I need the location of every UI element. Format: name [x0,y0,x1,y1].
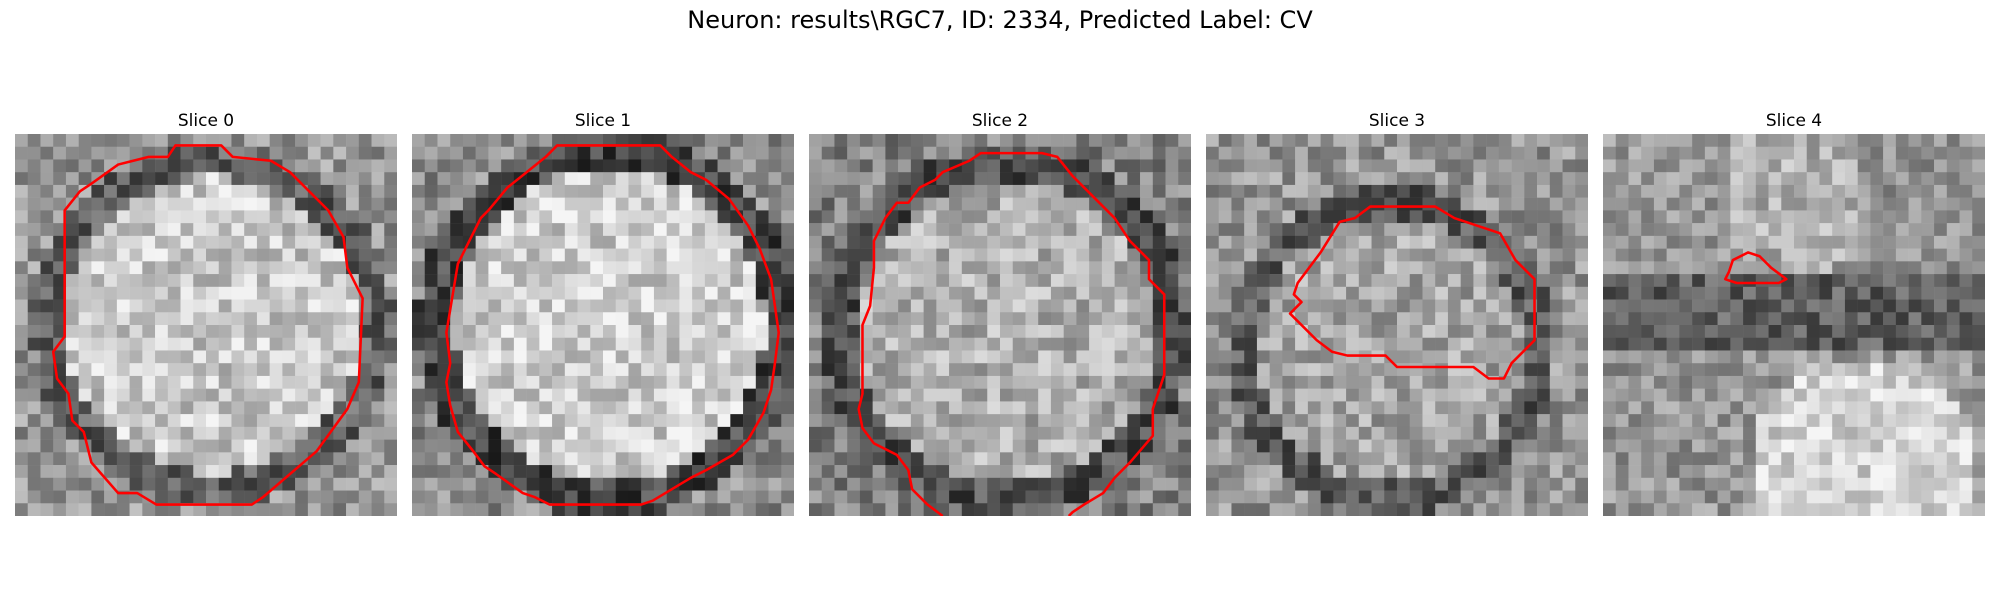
segmentation-contour [1288,205,1536,380]
segmentation-contour [51,144,364,506]
slice-image [412,134,794,516]
slice-panel-1: Slice 1 [412,108,794,516]
slice-panel-3: Slice 3 [1206,108,1588,516]
slice-image [15,134,397,516]
slice-image [1603,134,1985,516]
slice-title: Slice 2 [971,111,1029,131]
segmentation-contour [857,151,1166,516]
segmentation-contour [445,144,780,506]
figure-title: Neuron: results\RGC7, ID: 2334, Predicte… [687,6,1313,34]
slice-title: Slice 3 [1368,111,1426,131]
slice-image [809,134,1191,516]
segmentation-contour [1723,251,1788,285]
slice-panel-4: Slice 4 [1603,108,1985,516]
slice-panel-2: Slice 2 [809,108,1191,516]
slice-image [1206,134,1588,516]
slice-panel-0: Slice 0 [15,108,397,516]
slice-title: Slice 1 [574,111,632,131]
slice-title: Slice 4 [1765,111,1823,131]
slice-title: Slice 0 [177,111,235,131]
